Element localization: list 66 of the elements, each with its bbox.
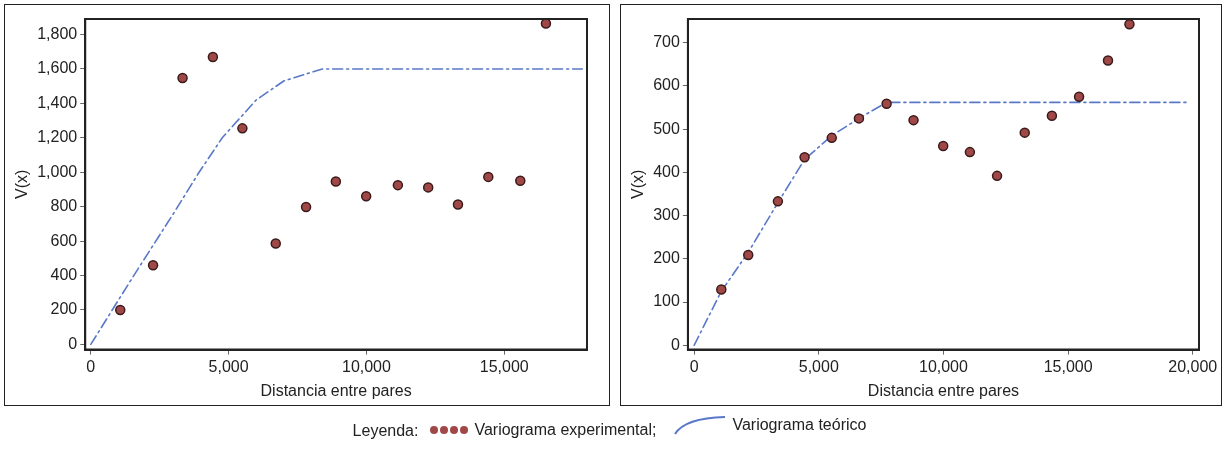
y-axis-title: V(x) bbox=[13, 169, 31, 199]
y-tick-label: 200 bbox=[50, 300, 78, 318]
point bbox=[772, 196, 784, 207]
y-tick-label: 100 bbox=[653, 292, 680, 310]
x-tick-label: 0 bbox=[86, 357, 96, 375]
legend-label: Variograma teórico bbox=[732, 416, 867, 434]
point bbox=[964, 146, 976, 158]
point bbox=[330, 176, 342, 187]
point bbox=[853, 113, 865, 124]
legend-label: Variograma experimental; bbox=[474, 421, 657, 439]
point bbox=[1019, 127, 1030, 138]
y-tick-label: 0 bbox=[68, 334, 78, 352]
x-tick-label: 0 bbox=[689, 357, 699, 375]
y-tick-label: 1,400 bbox=[37, 93, 78, 111]
point bbox=[742, 249, 754, 261]
x-tick-label: 15,000 bbox=[479, 357, 529, 375]
point bbox=[237, 123, 248, 134]
point bbox=[360, 190, 372, 202]
point bbox=[1073, 91, 1085, 103]
point bbox=[540, 19, 552, 29]
y-tick-label: 600 bbox=[653, 76, 680, 94]
y-tick-label: 1,800 bbox=[37, 24, 78, 42]
point bbox=[392, 179, 404, 191]
y-tick-label: 500 bbox=[653, 119, 680, 137]
point bbox=[991, 170, 1003, 182]
x-tick-label: 15,000 bbox=[1043, 357, 1093, 375]
y-tick-label: 600 bbox=[50, 231, 78, 249]
y-tick-label: 200 bbox=[653, 249, 680, 267]
y-tick-label: 1,000 bbox=[37, 162, 78, 180]
line-series bbox=[89, 68, 584, 346]
point bbox=[270, 238, 281, 249]
point bbox=[177, 72, 188, 84]
x-tick-label: 5,000 bbox=[208, 357, 249, 375]
x-tick-label: 10,000 bbox=[341, 357, 392, 375]
x-tick-label: 10,000 bbox=[918, 357, 969, 375]
x-axis-title: Distancia entre pares bbox=[260, 381, 412, 399]
y-axis-title: V(x) bbox=[629, 169, 647, 199]
point bbox=[1102, 55, 1114, 66]
point bbox=[115, 304, 126, 316]
point bbox=[483, 171, 494, 183]
point bbox=[300, 201, 312, 213]
y-tick-label: 300 bbox=[653, 206, 680, 224]
point bbox=[937, 140, 949, 152]
point bbox=[515, 175, 526, 186]
point bbox=[826, 132, 837, 144]
x-axis-title: Distancia entre pares bbox=[867, 381, 1020, 399]
point bbox=[422, 182, 434, 193]
point bbox=[1046, 110, 1058, 122]
x-tick-label: 5,000 bbox=[798, 357, 839, 375]
y-tick-label: 0 bbox=[670, 335, 680, 353]
y-tick-label: 700 bbox=[653, 33, 680, 51]
point bbox=[908, 114, 919, 126]
x-tick-label: 20,000 bbox=[1168, 357, 1218, 375]
y-tick-label: 800 bbox=[50, 197, 78, 215]
point bbox=[716, 284, 727, 295]
point bbox=[147, 259, 159, 271]
point bbox=[799, 152, 810, 163]
y-tick-label: 1,600 bbox=[37, 59, 78, 77]
y-tick-label: 1,200 bbox=[37, 128, 78, 146]
y-tick-label: 400 bbox=[653, 162, 680, 180]
point bbox=[1124, 19, 1135, 30]
point bbox=[207, 51, 219, 63]
y-tick-label: 400 bbox=[50, 265, 78, 283]
point bbox=[881, 98, 892, 109]
legend-title: Leyenda: bbox=[352, 422, 419, 439]
point bbox=[452, 199, 464, 210]
